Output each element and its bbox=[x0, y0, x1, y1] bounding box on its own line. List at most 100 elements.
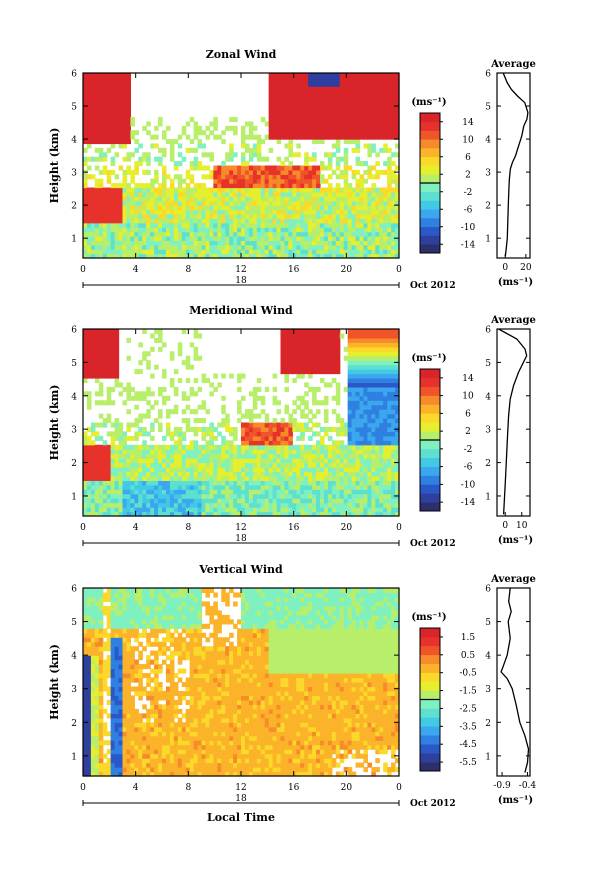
heatmap-cell bbox=[383, 337, 388, 343]
heatmap-cell bbox=[391, 351, 396, 357]
heatmap-cell bbox=[260, 449, 266, 455]
heatmap-cell bbox=[162, 435, 167, 441]
heatmap-cell bbox=[248, 209, 254, 215]
heatmap-cell bbox=[383, 103, 388, 109]
heatmap-cell bbox=[351, 377, 357, 384]
heatmap-cell bbox=[363, 484, 368, 490]
heatmap-cell bbox=[383, 467, 388, 473]
heatmap-cell bbox=[347, 139, 353, 145]
heatmap-cell bbox=[256, 235, 262, 241]
heatmap-cell bbox=[177, 449, 183, 455]
heatmap-cell bbox=[288, 139, 293, 145]
heatmap-cell bbox=[94, 178, 100, 184]
heatmap-cell bbox=[197, 502, 203, 508]
heatmap-cell bbox=[94, 342, 100, 348]
heatmap-cell bbox=[165, 191, 171, 197]
heatmap-cell bbox=[272, 81, 278, 87]
heatmap-cell bbox=[391, 134, 396, 140]
heatmap-cell bbox=[83, 191, 88, 197]
heatmap-cell bbox=[98, 222, 104, 228]
heatmap-cell bbox=[300, 435, 305, 441]
heatmap-cells bbox=[83, 73, 400, 259]
heatmap-cell bbox=[347, 112, 353, 118]
heatmap-cell bbox=[327, 134, 333, 140]
heatmap-cell bbox=[323, 413, 329, 419]
heatmap-cell bbox=[260, 235, 266, 241]
heatmap-cell bbox=[213, 169, 218, 175]
heatmap-cell bbox=[268, 253, 274, 259]
heatmap-cell bbox=[335, 253, 341, 259]
average-y-tick-label: 6 bbox=[485, 70, 491, 80]
heatmap-cell bbox=[122, 81, 128, 87]
heatmap-cell bbox=[387, 95, 392, 101]
heatmap-cell bbox=[264, 187, 270, 193]
heatmap-cell bbox=[98, 147, 104, 153]
heatmap-cell bbox=[256, 498, 262, 504]
heatmap-cell bbox=[193, 213, 199, 219]
heatmap-cell bbox=[335, 333, 341, 339]
heatmap-cell bbox=[280, 244, 286, 250]
colorbar-segment bbox=[420, 386, 440, 396]
heatmap-cell bbox=[193, 156, 199, 162]
heatmap-cell bbox=[110, 77, 116, 83]
heatmap-cell bbox=[288, 112, 293, 118]
heatmap-cell bbox=[86, 449, 92, 455]
heatmap-cell bbox=[292, 355, 297, 361]
heatmap-cell bbox=[343, 125, 349, 131]
heatmap-cell bbox=[375, 161, 380, 167]
heatmap-cell bbox=[379, 249, 384, 255]
heatmap-cell bbox=[300, 337, 305, 343]
heatmap-cell bbox=[316, 213, 321, 219]
heatmap-cell bbox=[177, 205, 183, 211]
heatmap-cell bbox=[237, 187, 242, 193]
heatmap-cell bbox=[343, 209, 349, 215]
heatmap-cell bbox=[114, 467, 120, 473]
heatmap-cell bbox=[343, 222, 349, 228]
heatmap-cell bbox=[272, 449, 278, 455]
heatmap-cell bbox=[379, 205, 384, 211]
heatmap-cell bbox=[312, 108, 317, 114]
heatmap-cell bbox=[304, 458, 309, 464]
heatmap-cell bbox=[379, 458, 384, 464]
heatmap-cell bbox=[83, 355, 88, 361]
heatmap-cell bbox=[383, 134, 388, 140]
heatmap-cell bbox=[387, 253, 392, 259]
heatmap-cell bbox=[284, 249, 289, 255]
heatmap-cell bbox=[197, 218, 203, 224]
heatmap-cell bbox=[323, 213, 329, 219]
heatmap-cell bbox=[106, 431, 112, 437]
heatmap-cell bbox=[347, 409, 353, 415]
heatmap-cell bbox=[225, 191, 230, 197]
heatmap-cell bbox=[395, 121, 400, 127]
heatmap-cell bbox=[343, 484, 349, 490]
heatmap-cell bbox=[229, 231, 234, 237]
heatmap-cell bbox=[288, 196, 293, 202]
heatmap-cell bbox=[197, 213, 203, 219]
heatmap-cell bbox=[94, 502, 100, 508]
heatmap-cell bbox=[371, 227, 376, 233]
heatmap-cell bbox=[264, 467, 270, 473]
heatmap-cell bbox=[260, 453, 266, 459]
heatmap-cell bbox=[98, 231, 104, 237]
heatmap-cell bbox=[335, 395, 341, 401]
heatmap-cell bbox=[383, 355, 388, 361]
heatmap-cell bbox=[367, 81, 372, 87]
heatmap-cell bbox=[162, 240, 167, 246]
heatmap-cell bbox=[355, 467, 361, 473]
heatmap-cell bbox=[347, 373, 353, 379]
heatmap-cell bbox=[260, 222, 266, 228]
x-tick-label: 0 bbox=[396, 265, 402, 275]
heatmap-cell bbox=[371, 480, 376, 486]
heatmap-cell bbox=[102, 369, 108, 375]
heatmap-cell bbox=[244, 231, 250, 237]
heatmap-cell bbox=[300, 342, 305, 348]
heatmap-cell bbox=[252, 404, 258, 410]
heatmap-cell bbox=[343, 196, 349, 202]
heatmap-cell bbox=[162, 187, 167, 193]
heatmap-cell bbox=[146, 458, 151, 464]
heatmap-cell bbox=[213, 165, 218, 171]
heatmap-cell bbox=[86, 498, 92, 504]
heatmap-cell bbox=[327, 502, 333, 508]
heatmap-cell bbox=[98, 183, 104, 189]
heatmap-cell bbox=[217, 183, 222, 189]
